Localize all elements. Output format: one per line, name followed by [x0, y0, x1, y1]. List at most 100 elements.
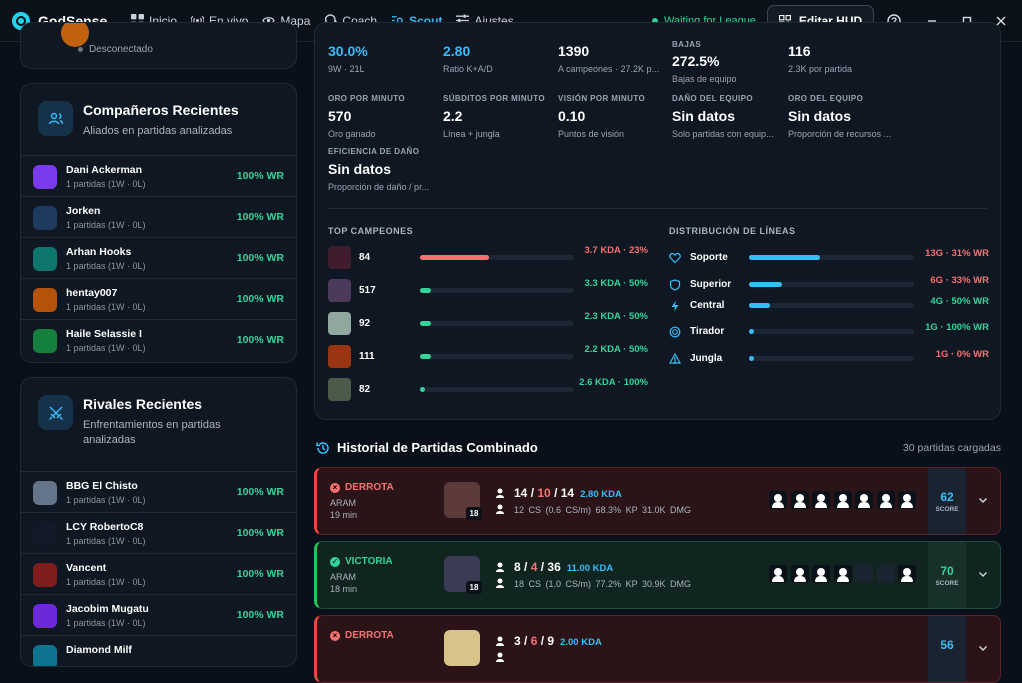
champion-row[interactable]: 111 2.2 KDA · 50% [328, 344, 648, 369]
match-details: 12 CS (0.6 CS/m) 68.3% KP 31.0K DMG [514, 505, 691, 515]
player-games: 1 partidas (1W · 0L) [66, 220, 146, 230]
player-icon [812, 491, 830, 509]
lane-bar [749, 303, 914, 308]
close-icon[interactable] [993, 13, 1009, 29]
lane-row[interactable]: Jungla 1G · 0% WR [669, 349, 989, 376]
champion-kda: 2.2 KDA · 50% [584, 344, 648, 355]
list-item[interactable]: Haile Selassie I 1 partidas (1W · 0L) 100%… [21, 320, 296, 361]
champion-icon [328, 378, 351, 401]
stat-value: 30.0% [328, 43, 368, 59]
champion-row[interactable]: 84 3.7 KDA · 23% [328, 245, 648, 270]
list-item[interactable]: Diamond Milf [21, 636, 296, 666]
chevron-down-icon[interactable] [977, 642, 989, 654]
champion-games: 82 [359, 384, 371, 395]
list-item[interactable]: BBG El Chisto 1 partidas (1W · 0L) 100% WR [21, 472, 296, 513]
minimize-icon[interactable] [924, 13, 940, 29]
lane-bar-fill [749, 282, 782, 287]
match-cs: 18 CS (1.0 CS/m) [514, 579, 592, 589]
champion-row[interactable]: 82 2.6 KDA · 100% [328, 377, 648, 402]
champion-kda: 2.6 KDA · 100% [579, 377, 648, 388]
player-winrate: 100% WR [236, 486, 284, 498]
champion-row[interactable]: 517 3.3 KDA · 50% [328, 278, 648, 303]
avatar [33, 645, 57, 666]
summoner-spell-icon [495, 562, 505, 572]
stat-label: SÚBDITOS POR MINUTO [443, 94, 545, 103]
lane-bar-fill [749, 255, 820, 260]
champion-icon [328, 279, 351, 302]
history-icon [316, 441, 329, 454]
champion-icon [328, 246, 351, 269]
swords-icon [38, 395, 73, 430]
stat-label: ORO POR MINUTO [328, 94, 406, 103]
lane-row[interactable]: Central 4G · 50% WR [669, 296, 989, 323]
avatar [33, 165, 57, 189]
chevron-down-icon[interactable] [977, 568, 989, 580]
match-card[interactable]: × DERROTA ARAM 19 min 18 14 / 10 / 14 2.80 KDA… [314, 467, 1001, 535]
match-result-label: DERROTA [345, 630, 394, 641]
player-icon [769, 565, 787, 583]
match-card[interactable]: × DERROTA 3 / 6 / 9 2.00 KDA 56 [314, 615, 1001, 683]
status-dot-icon [78, 47, 83, 52]
summoner-spell-icon [495, 578, 505, 588]
lane-row[interactable]: Soporte 13G · 31% WR [669, 248, 989, 275]
divider [328, 208, 987, 209]
player-name: Jorken [66, 205, 101, 217]
player-games: 1 partidas (1W · 0L) [66, 261, 146, 271]
kda-separator: / [520, 560, 531, 574]
player-name: Vancent [66, 562, 107, 574]
deaths: 6 [530, 634, 538, 648]
match-dmg: 30.9K DMG [641, 579, 691, 589]
list-item[interactable]: Dani Ackerman 1 partidas (1W · 0L) 100% WR [21, 156, 296, 197]
lane-row[interactable]: Superior 6G · 33% WR [669, 275, 989, 302]
score-value: 70 [940, 564, 954, 578]
match-card[interactable]: ✓ VICTORIA ARAM 18 min 18 8 / 4 / 36 11.00 KDA… [314, 541, 1001, 609]
lane-name: Tirador [690, 326, 725, 337]
match-kda: 2.80 KDA [580, 489, 622, 500]
champion-bar-fill [420, 387, 425, 392]
match-mode: ARAM [330, 498, 357, 508]
stat-sub: Bajas de equipo [672, 74, 737, 84]
stat-subditos: SÚBDITOS POR MINUTO 2.2 Línea + jungla [443, 94, 545, 139]
lane-row[interactable]: Tirador 1G · 100% WR [669, 322, 989, 349]
match-duration: 19 min [330, 510, 358, 520]
allies-header: Compañeros Recientes Aliados en partidas… [21, 84, 296, 156]
stat-sub: 9W · 21L [328, 64, 365, 74]
stat-bajas: BAJAS 272.5% Bajas de equipo [672, 40, 737, 84]
player-icon [790, 565, 809, 583]
list-item[interactable]: Jacobim Mugatu 1 partidas (1W · 0L) 100% W… [21, 595, 296, 636]
player-name: Diamond Milf [66, 644, 132, 656]
list-item[interactable]: Jorken 1 partidas (1W · 0L) 100% WR [21, 197, 296, 238]
list-item[interactable]: hentay007 1 partidas (1W · 0L) 100% WR [21, 279, 296, 320]
player-winrate: 100% WR [236, 568, 284, 580]
player-icon [769, 491, 787, 509]
player-name: hentay007 [66, 287, 118, 299]
lane-bar [749, 356, 914, 361]
history-header: Historial de Partidas Combinado [316, 440, 538, 455]
kills: 3 [514, 634, 521, 648]
list-item[interactable]: LCY RobertoC8 1 partidas (1W · 0L) 100% WR [21, 513, 296, 554]
stat-sub: A campeones · 27.2K p... [558, 64, 660, 74]
lane-value: 4G · 50% WR [930, 296, 989, 307]
champion-kda: 3.3 KDA · 50% [584, 278, 648, 289]
stat-por-partida: 116 2.3K por partida [788, 43, 852, 74]
stat-value: 272.5% [672, 53, 720, 69]
chevron-down-icon[interactable] [977, 494, 989, 506]
match-result: × DERROTA [330, 630, 394, 641]
player-icon [898, 565, 916, 583]
stat-label: VISIÓN POR MINUTO [558, 94, 646, 103]
summoner-spell-icon [495, 488, 505, 498]
match-score: 62 SCORE [928, 468, 966, 534]
player-winrate: 100% WR [236, 252, 284, 264]
champion-bar-fill [420, 354, 431, 359]
champion-bar-fill [420, 288, 431, 293]
list-item[interactable]: Arhan Hooks 1 partidas (1W · 0L) 100% WR [21, 238, 296, 279]
team-icons [769, 491, 920, 509]
player-winrate: 100% WR [236, 293, 284, 305]
player-winrate: 100% WR [236, 527, 284, 539]
stat-label: BAJAS [672, 40, 702, 49]
stat-sub: Proporción de daño / pr... [328, 182, 430, 192]
list-item[interactable]: Vancent 1 partidas (1W · 0L) 100% WR [21, 554, 296, 595]
profile-card: Desconectado [20, 22, 297, 69]
champion-row[interactable]: 92 2.3 KDA · 50% [328, 311, 648, 336]
player-games: 1 partidas (1W · 0L) [66, 618, 146, 628]
